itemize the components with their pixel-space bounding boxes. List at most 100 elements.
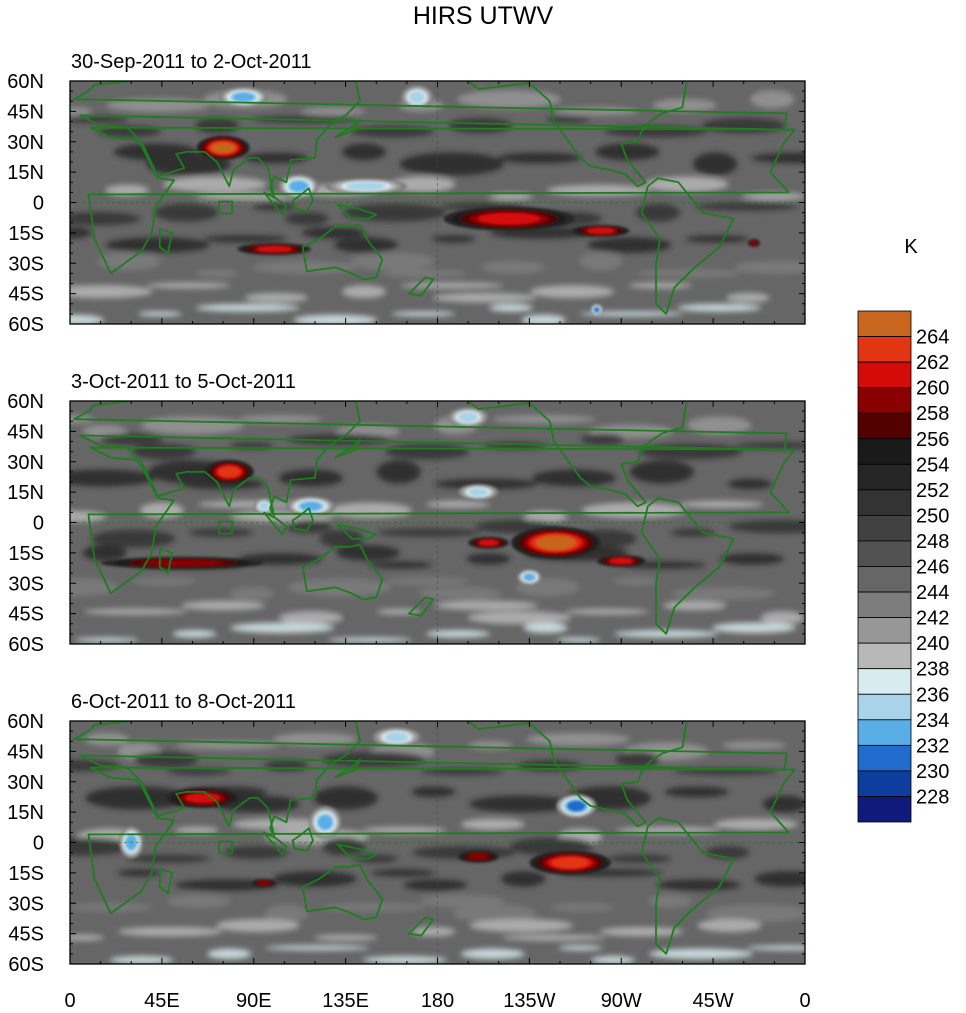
y-tick-label: 30S [8,253,44,275]
panel-3: 60N 45N 30N 15N 0 15S 30S 45S 60S 6-Oct-2011 to 8… [7,691,806,976]
colorbar-swatch [857,412,912,440]
contour-feature-9 [400,85,434,110]
contour-feature-3 [457,850,499,863]
x-tick-label: 90E [236,990,272,1012]
y-tick-label: 45S [8,604,44,626]
colorbar-swatch [857,770,912,797]
y-tick-label: 0 [33,833,44,855]
colorbar-tick-label: 256 [916,429,949,451]
coastlines [73,721,796,955]
y-tick-label: 30S [8,573,44,595]
contour-feature-2 [529,850,612,875]
coastlines [73,81,796,315]
colorbar-swatch [857,744,912,772]
y-tick-label: 30N [7,452,44,474]
panel-date-label: 6-Oct-2011 to 8-Oct-2011 [71,691,296,713]
contour-feature-5 [308,806,342,839]
colorbar-swatch [857,540,912,567]
colorbar-swatch [857,693,912,721]
colorbar-tick-label: 254 [916,454,949,476]
colorbar-tick-label: 260 [916,378,949,400]
contour-feature-6 [555,793,597,819]
x-tick-label: 90W [601,990,642,1012]
contour-feature-1 [196,135,250,160]
contour-feature-7 [253,498,275,515]
contour-feature-8 [251,878,277,888]
contour-feature-1 [165,787,240,809]
colorbar-swatch [857,310,912,337]
colorbar-swatch [857,489,912,516]
contour-feature-6 [286,496,336,517]
x-tick-label: 180 [421,990,454,1012]
colorbar-tick-label: 240 [916,633,949,655]
colorbar-tick-label: 230 [916,761,949,783]
y-tick-label: 45S [8,284,44,306]
colorbar-tick-label: 228 [916,786,949,808]
y-tick-label: 60N [7,711,44,733]
colorbar-tick-label: 252 [916,480,949,502]
contour-feature-3 [468,536,509,549]
y-tick-label: 60N [7,71,44,93]
y-tick-label: 30N [7,132,44,154]
coastlines [73,401,796,635]
colorbar-tick-label: 232 [916,735,949,757]
colorbar-tick-label: 248 [916,531,949,553]
chart-title: HIRS UTWV [413,2,554,30]
colorbar-swatch [857,336,912,363]
x-tick-label: 0 [799,990,810,1012]
y-tick-label: 60S [8,954,44,976]
y-tick-label: 60S [8,314,44,336]
contour-feature-6 [278,174,320,199]
colorbar-swatch [857,796,912,823]
x-tick-label: 135W [503,990,555,1012]
y-tick-label: 30S [8,893,44,915]
contour-feature-5 [100,556,264,570]
contour-feature-10 [590,303,603,316]
colorbar-swatch [857,566,912,593]
colorbar-tick-label: 234 [916,710,949,732]
y-tick-label: 15S [8,223,44,245]
colorbar-swatch [857,463,912,491]
colorbar-tick-label: 262 [916,352,949,374]
x-tick-label: 45E [144,990,180,1012]
contour-feature-8 [447,407,489,428]
y-tick-label: 60S [8,634,44,656]
colorbar-tick-label: 246 [916,557,949,579]
colorbar-tick-label: 242 [916,608,949,630]
y-tick-label: 30N [7,772,44,794]
y-tick-label: 0 [33,193,44,215]
x-tick-label: 135E [322,990,369,1012]
contour-feature-2 [511,526,601,559]
colorbar-swatch [857,591,912,618]
panel-2: 60N 45N 30N 15N 0 15S 30S 45S 60S 3-Oct-2011 to 5… [7,371,806,656]
colorbar-swatch [857,642,912,670]
y-tick-label: 0 [33,513,44,535]
panel-1: 60N 45N 30N 15N 0 15S 30S 45S 60S 30-Sep-2011 to … [7,51,806,336]
colorbar-legend: K 264 262 260 258 256 254 252 250 248 246 244 242 24… [857,236,949,823]
y-tick-label: 45N [7,421,44,443]
panel-date-label: 30-Sep-2011 to 2-Oct-2011 [71,51,312,73]
y-tick-label: 45N [7,101,44,123]
x-tick-label: 45W [693,990,734,1012]
colorbar-swatch [857,617,912,644]
y-tick-label: 45N [7,741,44,763]
colorbar-swatch [857,515,912,542]
panel-date-label: 3-Oct-2011 to 5-Oct-2011 [71,371,296,393]
y-tick-label: 45S [8,924,44,946]
colorbar-swatch [857,387,912,414]
contour-feature-4 [237,243,311,256]
colorbar-tick-label: 258 [916,403,949,425]
contour-feature-10 [457,484,499,501]
colorbar-tick-label: 264 [916,327,949,349]
colorbar-swatch [857,438,912,465]
y-tick-label: 15N [7,802,44,824]
colorbar-tick-label: 244 [916,582,949,604]
colorbar-tick-label: 238 [916,659,949,681]
colorbar-tick-label: 236 [916,684,949,706]
contour-feature-1 [204,459,254,485]
map-panels: 60N 45N 30N 15N 0 15S 30S 45S 60S 30-Sep-2011 to … [7,51,806,976]
y-tick-label: 60N [7,391,44,413]
contour-feature-3 [572,224,630,237]
x-tick-label: 0 [64,990,75,1012]
